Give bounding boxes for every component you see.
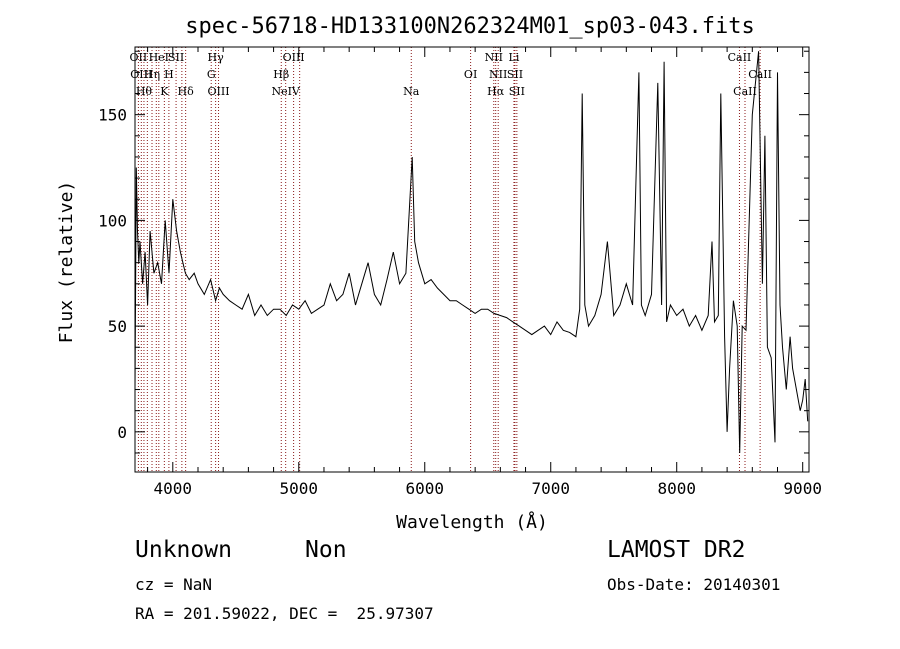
emission-line-label: SII — [507, 68, 523, 81]
emission-line-label: Hγ — [208, 51, 225, 64]
object-subclass: Non — [305, 537, 347, 563]
emission-line-label: OIII — [283, 51, 305, 64]
emission-line-label: Hδ — [178, 85, 195, 98]
y-axis-label: Flux (relative) — [56, 181, 77, 344]
emission-line-label: Hθ — [136, 85, 153, 98]
emission-line-label: SII — [168, 51, 184, 64]
emission-line-label: NII — [485, 51, 503, 64]
emission-line-label: CaII — [728, 51, 752, 64]
x-tick-label: 7000 — [531, 479, 570, 498]
emission-line-label: OIII — [130, 68, 152, 81]
emission-line-label: Li — [509, 51, 520, 64]
emission-line-label: Hβ — [273, 68, 289, 81]
y-axis: 0 50 100 150 — [98, 50, 809, 454]
x-tick-label: 6000 — [405, 479, 444, 498]
x-axis: 4000 5000 6000 7000 8000 9000 — [147, 47, 822, 498]
emission-line-label: NeIV — [271, 85, 300, 98]
object-class: Unknown — [135, 537, 232, 563]
emission-line-labels: OII OIII Hθ Hη HeI KH SII Hδ G Hγ OIII Hβ NeIV OIII Na… — [130, 51, 772, 98]
y-tick-label: 0 — [117, 423, 127, 442]
spectrum-series — [134, 51, 809, 454]
emission-line-label: CaII — [748, 68, 772, 81]
emission-line-label: NII — [489, 68, 507, 81]
y-tick-label: 150 — [98, 106, 127, 125]
x-tick-label: 9000 — [783, 479, 822, 498]
emission-line-markers — [137, 47, 761, 472]
emission-line-label: CaII — [733, 85, 757, 98]
emission-line-label: Hη — [144, 68, 160, 81]
y-tick-label: 50 — [108, 317, 127, 336]
x-tick-label: 4000 — [154, 479, 193, 498]
x-tick-label: 8000 — [657, 479, 696, 498]
y-tick-label: 100 — [98, 211, 127, 230]
coordinates: RA = 201.59022, DEC = 25.97307 — [135, 604, 434, 623]
emission-line-label: Na — [403, 85, 420, 98]
plot-frame — [134, 46, 810, 473]
observation-date: Obs-Date: 20140301 — [607, 575, 781, 594]
emission-line-label: OI — [464, 68, 477, 81]
chart-title: spec-56718-HD133100N262324M01_sp03-043.f… — [185, 14, 755, 39]
emission-line-label: OII — [130, 51, 148, 64]
emission-line-label: HeI — [149, 51, 169, 64]
emission-line-label: Hα — [487, 85, 505, 98]
emission-line-label: K — [160, 85, 169, 98]
spectrum-line — [134, 51, 809, 454]
emission-line-label: SII — [509, 85, 525, 98]
emission-line-label: OIII — [207, 85, 229, 98]
emission-line-label: G — [207, 68, 216, 81]
x-tick-label: 5000 — [280, 479, 319, 498]
x-axis-label: Wavelength (Å) — [396, 511, 548, 533]
redshift-value: cz = NaN — [135, 575, 213, 594]
emission-line-label: H — [164, 68, 174, 81]
survey-name: LAMOST DR2 — [607, 537, 746, 563]
